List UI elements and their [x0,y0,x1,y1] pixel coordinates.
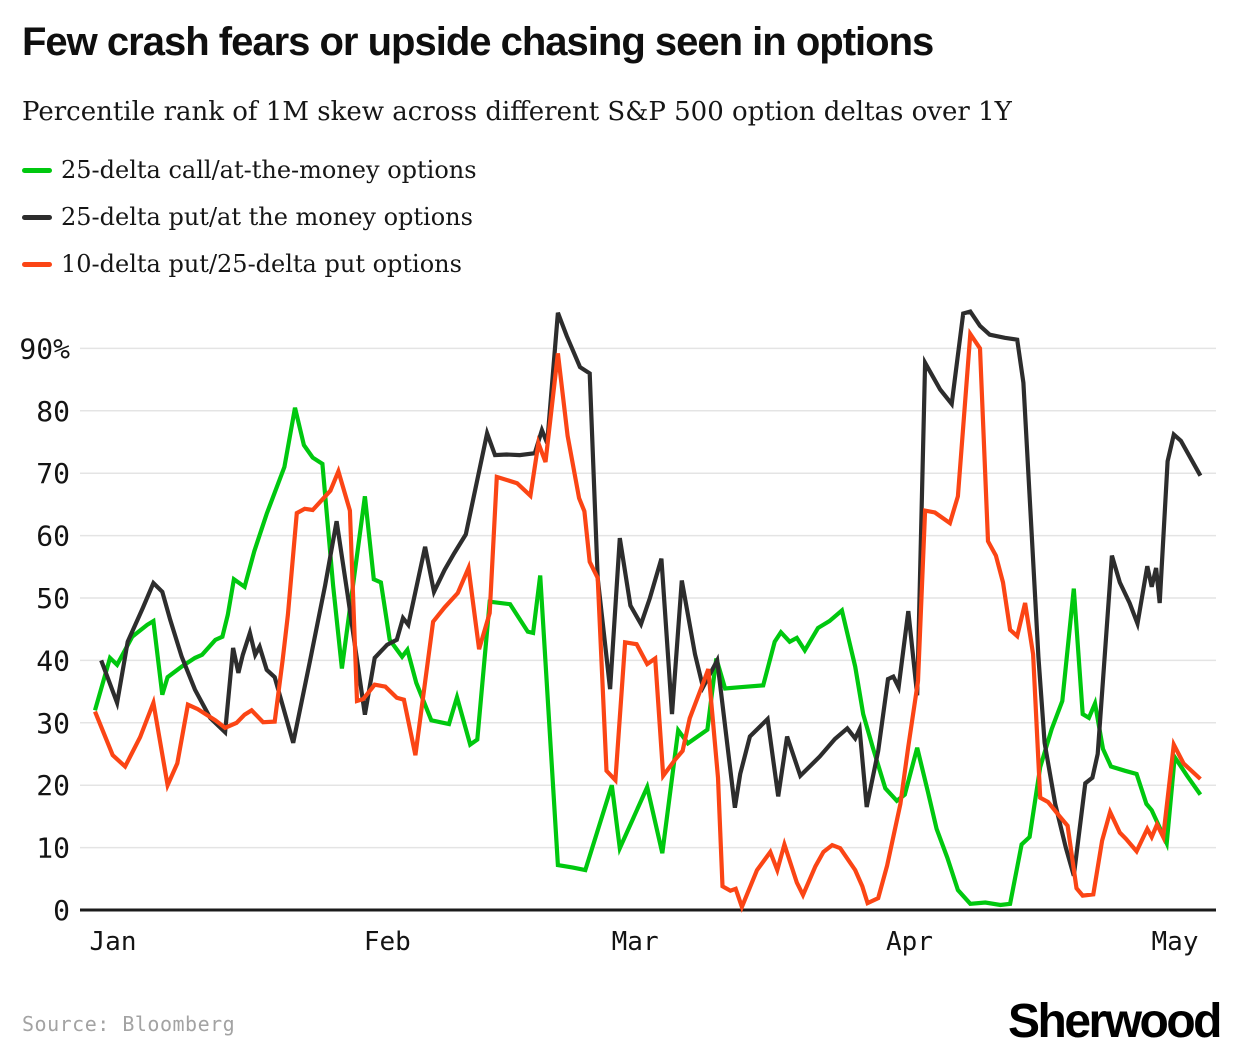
x-axis-tick-label: Feb [364,927,411,957]
legend-swatch-icon [22,214,52,220]
series-line [93,327,1202,913]
y-axis-tick-label: 30 [36,707,70,740]
x-axis-tick-label: Mar [612,927,659,957]
y-axis-tick-label: 90% [19,332,70,365]
page-title: Few crash fears or upside chasing seen i… [22,20,934,64]
legend-item: 10-delta put/25-delta put options [22,248,477,280]
y-axis-tick-label: 70 [36,457,70,490]
legend-item: 25-delta put/at the money options [22,201,477,233]
legend-item: 25-delta call/at-the-money options [22,154,477,186]
y-axis-tick-label: 80 [36,395,70,428]
chart-subtitle: Percentile rank of 1M skew across differ… [22,97,1012,127]
y-axis-tick-label: 10 [36,832,70,865]
legend-swatch-icon [22,261,52,267]
y-axis-tick-label: 0 [53,894,70,927]
y-axis-tick-label: 60 [36,520,70,553]
legend-item-label: 25-delta put/at the money options [61,203,473,231]
legend-item-label: 10-delta put/25-delta put options [61,250,462,278]
x-axis-tick-label: Apr [886,927,933,957]
x-axis-tick-label: May [1152,927,1199,957]
source-note: Source: Bloomberg [22,1012,236,1036]
x-axis-tick-label: Jan [90,927,137,957]
y-axis-tick-label: 20 [36,769,70,802]
legend: 25-delta call/at-the-money options 25-del… [22,154,477,295]
series-line [92,407,1203,908]
brand-logo: Sherwood [1007,995,1223,1048]
series-line [99,309,1203,877]
legend-swatch-icon [22,167,52,173]
y-axis-tick-label: 50 [36,582,70,615]
legend-item-label: 25-delta call/at-the-money options [61,156,477,184]
y-axis-tick-label: 40 [36,644,70,677]
